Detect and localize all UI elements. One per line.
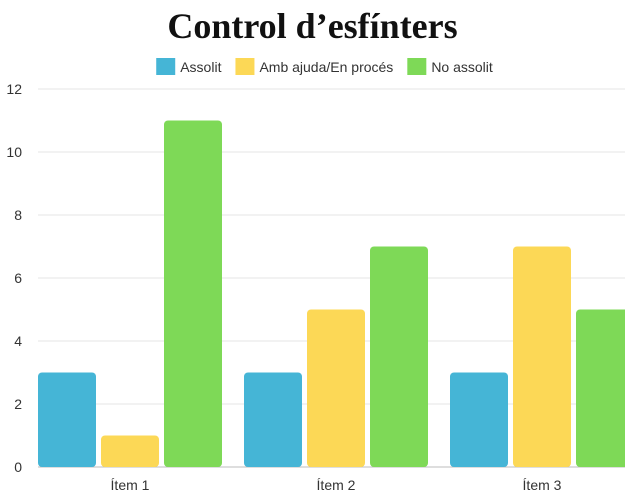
bar-1-3 bbox=[164, 120, 222, 467]
y-tick-label-2: 4 bbox=[14, 333, 22, 349]
legend-swatch-2 bbox=[235, 58, 255, 75]
bar-3-2 bbox=[513, 246, 571, 467]
y-tick-label-6: 12 bbox=[6, 81, 22, 97]
x-tick-label-3: Ítem 3 bbox=[523, 477, 562, 493]
y-tick-label-3: 6 bbox=[14, 270, 22, 286]
legend-swatch-3 bbox=[407, 58, 427, 75]
y-tick-label-5: 10 bbox=[6, 144, 22, 160]
bar-1-1 bbox=[38, 372, 96, 467]
legend-label-3: No assolit bbox=[431, 59, 493, 75]
bar-1-2 bbox=[101, 435, 159, 467]
chart-title: Control d’esfínters bbox=[167, 6, 458, 46]
bar-2-3 bbox=[370, 246, 428, 467]
y-tick-label-0: 0 bbox=[14, 459, 22, 475]
legend-swatch-1 bbox=[156, 58, 176, 75]
bar-3-3 bbox=[576, 309, 625, 467]
bar-3-1 bbox=[450, 372, 508, 467]
x-tick-label-1: Ítem 1 bbox=[111, 477, 150, 493]
y-tick-label-4: 8 bbox=[14, 207, 22, 223]
bar-2-2 bbox=[307, 309, 365, 467]
legend-label-1: Assolit bbox=[180, 59, 221, 75]
legend-label-2: Amb ajuda/En procés bbox=[259, 59, 393, 75]
x-tick-label-2: Ítem 2 bbox=[317, 477, 356, 493]
bar-2-1 bbox=[244, 372, 302, 467]
y-tick-label-1: 2 bbox=[14, 396, 22, 412]
